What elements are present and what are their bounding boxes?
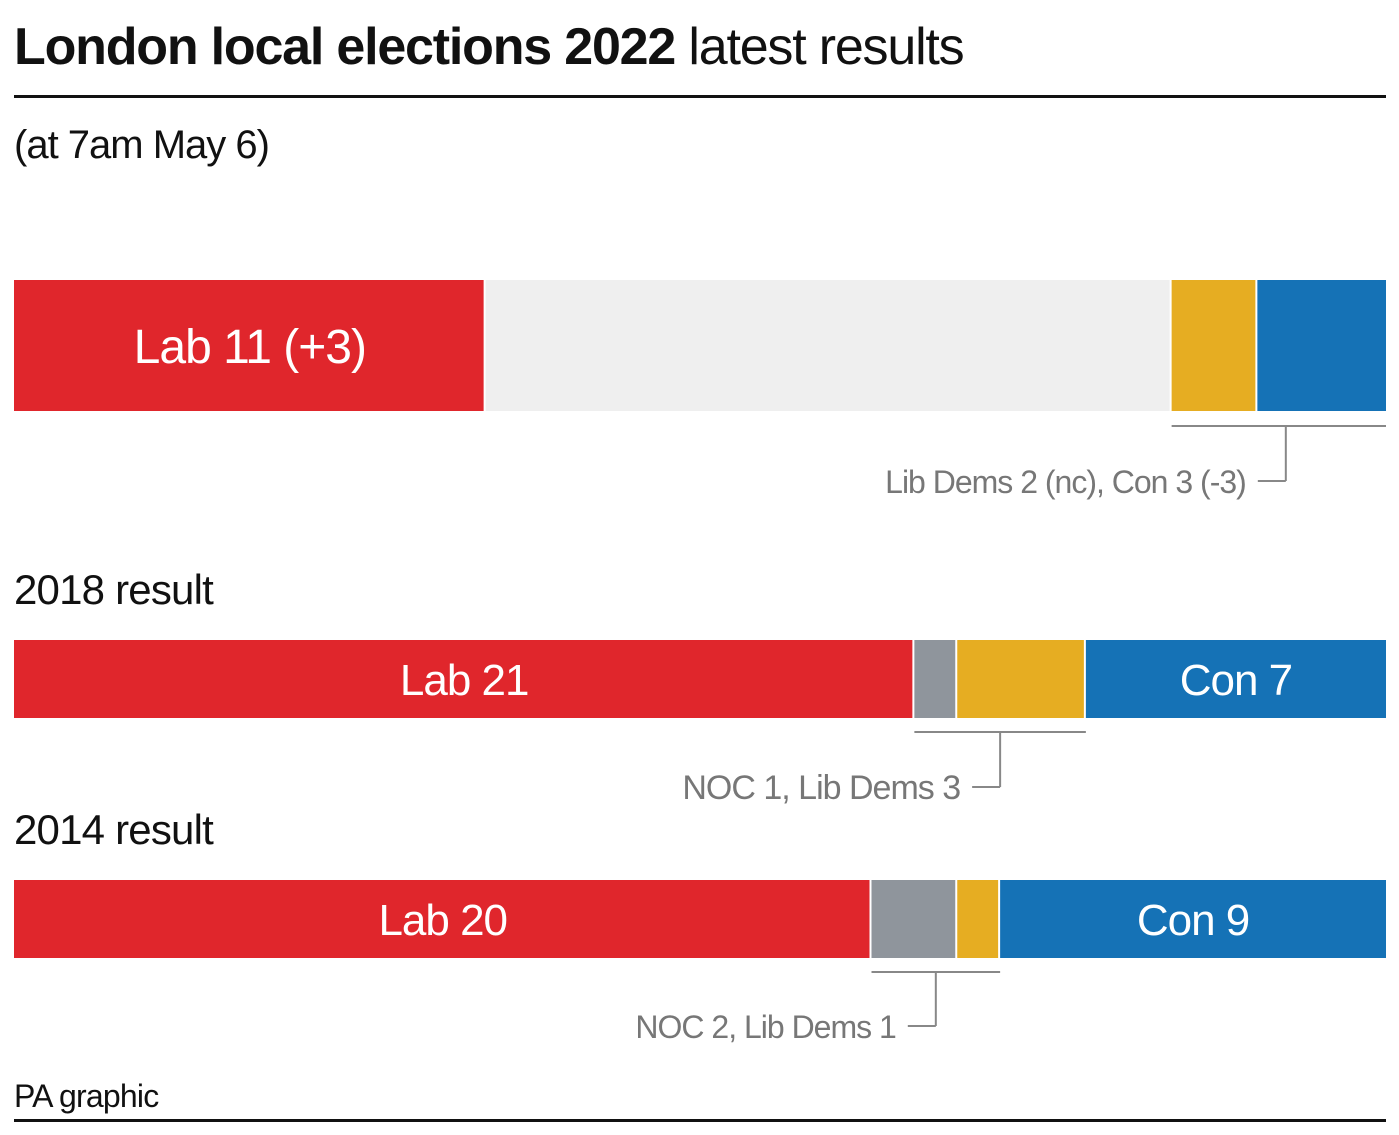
bar-2-callout-text: NOC 2, Lib Dems 1 xyxy=(635,1009,896,1045)
title-rule xyxy=(14,95,1386,98)
bar-1-segment-lab xyxy=(14,640,913,718)
bar-0-callout-text: Lib Dems 2 (nc), Con 3 (-3) xyxy=(885,464,1246,500)
bar-2-segment-noc xyxy=(871,880,956,958)
chart-title-light: latest results xyxy=(688,18,964,76)
bar-1-label-con: Con 7 xyxy=(1180,656,1292,705)
bar-1-segment-lib-dems xyxy=(957,640,1084,718)
bar-0-segment-undeclared xyxy=(485,280,1170,411)
bar-2-segment-con xyxy=(1000,880,1386,958)
bar-0-segment-lib-dems xyxy=(1171,280,1256,411)
bar-2-label-con: Con 9 xyxy=(1137,896,1249,945)
section-label-2018: 2018 result xyxy=(14,566,214,613)
bar-0-label-lab: Lab 11 (+3) xyxy=(134,321,366,374)
section-label-2014: 2014 result xyxy=(14,806,214,853)
bar-0-segment-con xyxy=(1257,280,1386,411)
footer-credit: PA graphic xyxy=(14,1078,159,1114)
chart-title: London local elections 2022 latest resul… xyxy=(14,14,965,80)
bar-1-label-lab: Lab 21 xyxy=(400,656,529,705)
footer-rule xyxy=(14,1119,1386,1122)
chart-subtitle: (at 7am May 6) xyxy=(14,123,270,167)
bar-2-segment-lib-dems xyxy=(957,880,999,958)
bar-1-segment-noc xyxy=(914,640,956,718)
bar-2-label-lab: Lab 20 xyxy=(378,896,507,945)
bar-0-segment-lab xyxy=(14,280,484,411)
bar-1-callout-text: NOC 1, Lib Dems 3 xyxy=(682,769,960,807)
chart-title-bold: London local elections 2022 xyxy=(14,18,676,76)
bar-2-segment-lab xyxy=(14,880,870,958)
bar-1-segment-con xyxy=(1085,640,1386,718)
